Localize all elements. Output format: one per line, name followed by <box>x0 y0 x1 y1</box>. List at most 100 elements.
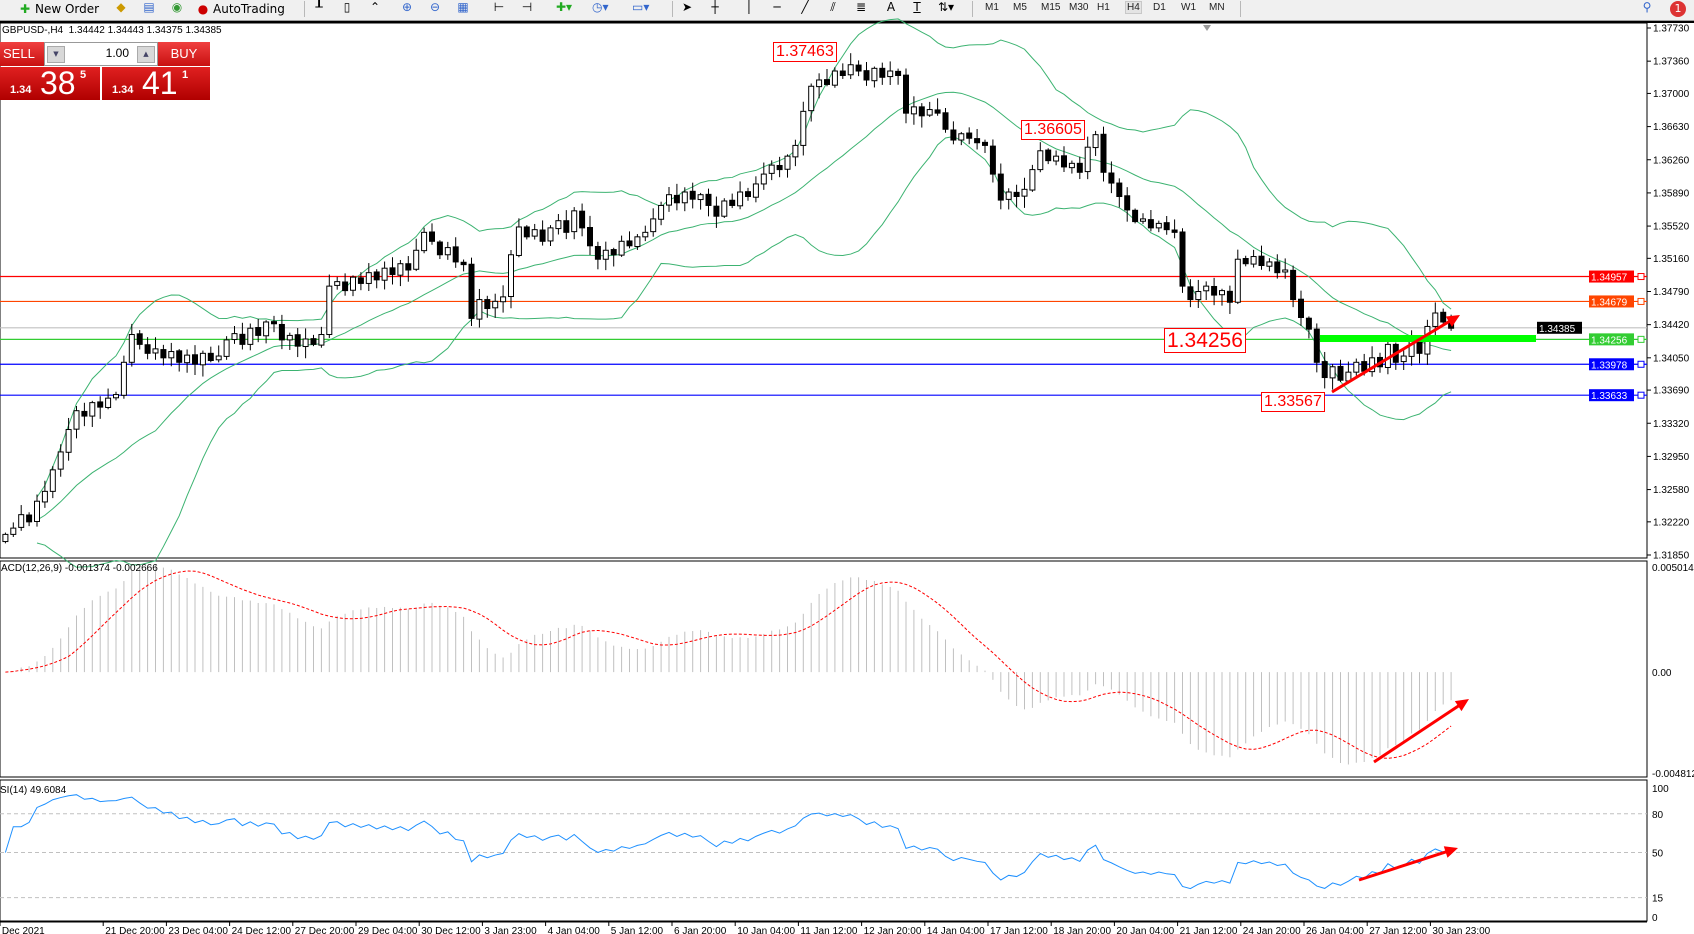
candle[interactable] <box>247 323 254 351</box>
candle[interactable] <box>160 344 167 366</box>
candle[interactable] <box>1100 126 1107 182</box>
candle[interactable] <box>515 218 522 258</box>
candle[interactable] <box>144 337 151 360</box>
period-d1[interactable]: D1 <box>1153 2 1166 13</box>
candle[interactable] <box>1187 279 1194 308</box>
crosshair-icon[interactable]: ┼ <box>711 0 719 14</box>
candle[interactable] <box>65 417 72 461</box>
candle[interactable] <box>223 336 230 360</box>
rsi-trend-arrow[interactable] <box>1358 849 1451 882</box>
bar-chart-icon[interactable]: ┸ <box>315 0 323 14</box>
candle[interactable] <box>1242 255 1249 267</box>
candle[interactable] <box>10 522 17 538</box>
candle[interactable] <box>421 227 428 254</box>
candle[interactable] <box>2 532 9 544</box>
candle[interactable] <box>350 275 356 297</box>
candle[interactable] <box>1084 136 1091 180</box>
candle[interactable] <box>966 127 973 145</box>
candle[interactable] <box>1021 177 1028 208</box>
candle[interactable] <box>436 240 443 260</box>
candle[interactable] <box>839 63 846 79</box>
candle[interactable] <box>18 505 25 531</box>
candle[interactable] <box>1337 359 1344 383</box>
period-m30[interactable]: M30 <box>1069 2 1089 13</box>
candle[interactable] <box>816 73 823 99</box>
candle[interactable] <box>508 250 514 309</box>
vertical-line-icon[interactable]: │ <box>745 0 753 14</box>
candle[interactable] <box>1061 146 1067 173</box>
candle[interactable] <box>705 188 712 217</box>
candle[interactable] <box>784 154 791 178</box>
candle[interactable] <box>1321 351 1328 389</box>
candle[interactable] <box>476 288 483 328</box>
candlestick-icon[interactable]: ▯ <box>343 0 351 14</box>
text-icon[interactable]: A <box>886 0 896 14</box>
candle[interactable] <box>1226 285 1233 314</box>
candle[interactable] <box>1274 254 1281 279</box>
candle[interactable] <box>547 225 554 247</box>
candle[interactable] <box>373 269 380 289</box>
sell-price[interactable]: 1.34 38 5 <box>0 65 100 101</box>
period-m1[interactable]: M1 <box>985 2 999 13</box>
candle[interactable] <box>1400 350 1407 370</box>
fibonacci-icon[interactable]: ≣ <box>855 0 867 14</box>
candle[interactable] <box>357 272 364 291</box>
candle[interactable] <box>1045 148 1052 165</box>
candle[interactable] <box>950 121 957 145</box>
candle[interactable] <box>1171 219 1178 239</box>
period-m15[interactable]: M15 <box>1041 2 1061 13</box>
candle[interactable] <box>594 241 601 270</box>
candle[interactable] <box>1053 150 1060 166</box>
candle[interactable] <box>26 512 33 527</box>
lot-increase-button[interactable]: ▲ <box>137 46 155 63</box>
candle[interactable] <box>120 355 127 399</box>
candle[interactable] <box>1353 358 1360 376</box>
candle[interactable] <box>1179 228 1186 293</box>
candle[interactable] <box>626 231 633 249</box>
candle[interactable] <box>128 323 135 367</box>
candle[interactable] <box>974 128 981 150</box>
candle[interactable] <box>673 183 680 211</box>
candle[interactable] <box>1203 281 1210 301</box>
candle[interactable] <box>1258 245 1265 270</box>
candle[interactable] <box>989 139 996 183</box>
candle[interactable] <box>618 235 625 257</box>
candle[interactable] <box>105 388 112 410</box>
candle[interactable] <box>413 238 420 272</box>
candle[interactable] <box>168 342 175 367</box>
candle[interactable] <box>1140 213 1146 224</box>
candle[interactable] <box>831 67 838 88</box>
price-label-high[interactable]: 1.37463 <box>773 42 837 62</box>
candle[interactable] <box>57 444 64 477</box>
buy-price[interactable]: 1.34 41 1 <box>102 65 210 101</box>
candle[interactable] <box>444 241 451 260</box>
candle[interactable] <box>231 325 238 344</box>
period-m5[interactable]: M5 <box>1013 2 1027 13</box>
candle[interactable] <box>587 215 593 256</box>
line-chart-icon[interactable]: ⌃ <box>369 0 381 14</box>
candle[interactable] <box>1076 156 1083 180</box>
candle[interactable] <box>1313 323 1320 373</box>
candle[interactable] <box>800 101 807 156</box>
candle[interactable] <box>523 225 530 240</box>
candle[interactable] <box>997 163 1004 210</box>
candle[interactable] <box>452 237 459 268</box>
notification-icon[interactable]: 1 <box>1670 1 1686 17</box>
candle[interactable] <box>215 345 222 363</box>
candle[interactable] <box>776 156 783 178</box>
period-mn[interactable]: MN <box>1209 2 1225 13</box>
candle[interactable] <box>1211 277 1218 306</box>
candle[interactable] <box>278 314 285 350</box>
candle[interactable] <box>745 187 751 201</box>
candle[interactable] <box>697 192 704 210</box>
candle[interactable] <box>571 207 578 240</box>
candle[interactable] <box>184 349 191 373</box>
candle[interactable] <box>863 62 870 86</box>
candle[interactable] <box>681 187 688 212</box>
candle[interactable] <box>531 223 538 240</box>
candle[interactable] <box>1013 184 1020 208</box>
candle[interactable] <box>768 160 775 181</box>
price-label-swing-high[interactable]: 1.36605 <box>1021 120 1085 140</box>
candle[interactable] <box>1369 346 1376 377</box>
